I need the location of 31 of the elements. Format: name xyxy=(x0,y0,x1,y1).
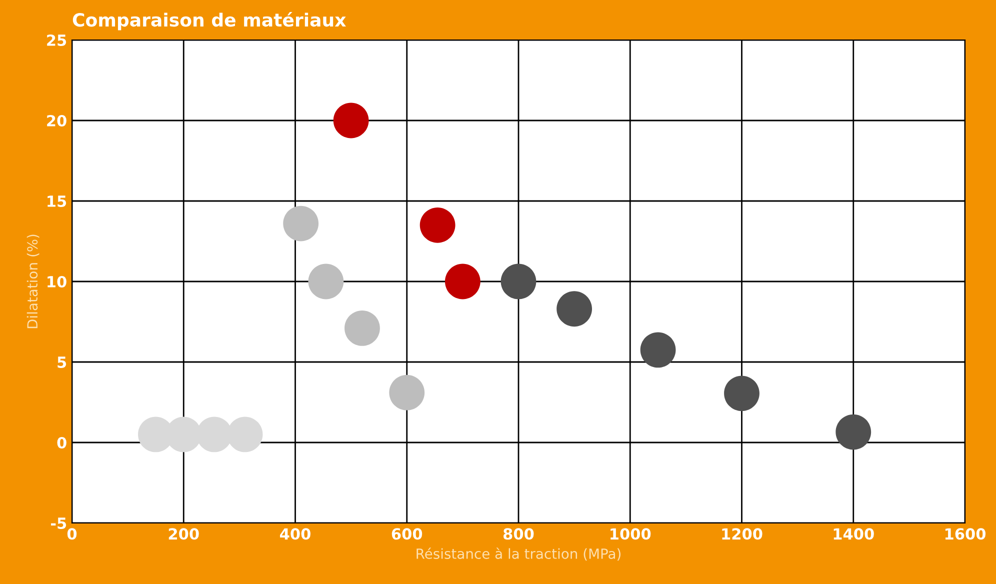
point xyxy=(308,264,344,300)
point xyxy=(389,374,425,410)
y-tick-label: 15 xyxy=(48,196,66,208)
x-tick-label: 800 xyxy=(503,528,534,540)
x-tick-label: 400 xyxy=(280,528,310,540)
point xyxy=(333,102,369,138)
point xyxy=(500,264,536,300)
x-tick-label: 600 xyxy=(392,528,422,540)
x-tick-label: 200 xyxy=(168,528,199,540)
x-tick-label: 1000 xyxy=(610,528,651,540)
point xyxy=(836,414,872,450)
point xyxy=(444,264,480,300)
y-tick-label: 5 xyxy=(58,356,66,368)
y-axis-title: Dilatation (%) xyxy=(26,234,40,328)
x-tick-label: 1600 xyxy=(945,528,986,540)
y-tick-label: 10 xyxy=(48,276,66,288)
chart-title: Comparaison de matériaux xyxy=(72,12,346,30)
x-tick-label: 1200 xyxy=(722,528,762,540)
y-tick-label: -5 xyxy=(50,518,66,530)
y-tick-label: 20 xyxy=(47,114,66,127)
point xyxy=(283,206,319,242)
y-tick-label: 0 xyxy=(57,436,66,449)
y-tick-label: 25 xyxy=(47,34,66,46)
x-axis-title: Résistance à la traction (MPa) xyxy=(416,548,620,561)
point xyxy=(640,332,676,368)
point xyxy=(724,376,760,412)
point xyxy=(344,310,380,346)
point xyxy=(556,291,592,327)
x-tick-label: 0 xyxy=(67,528,77,540)
x-tick-label: 1400 xyxy=(834,528,874,540)
point xyxy=(420,207,456,243)
